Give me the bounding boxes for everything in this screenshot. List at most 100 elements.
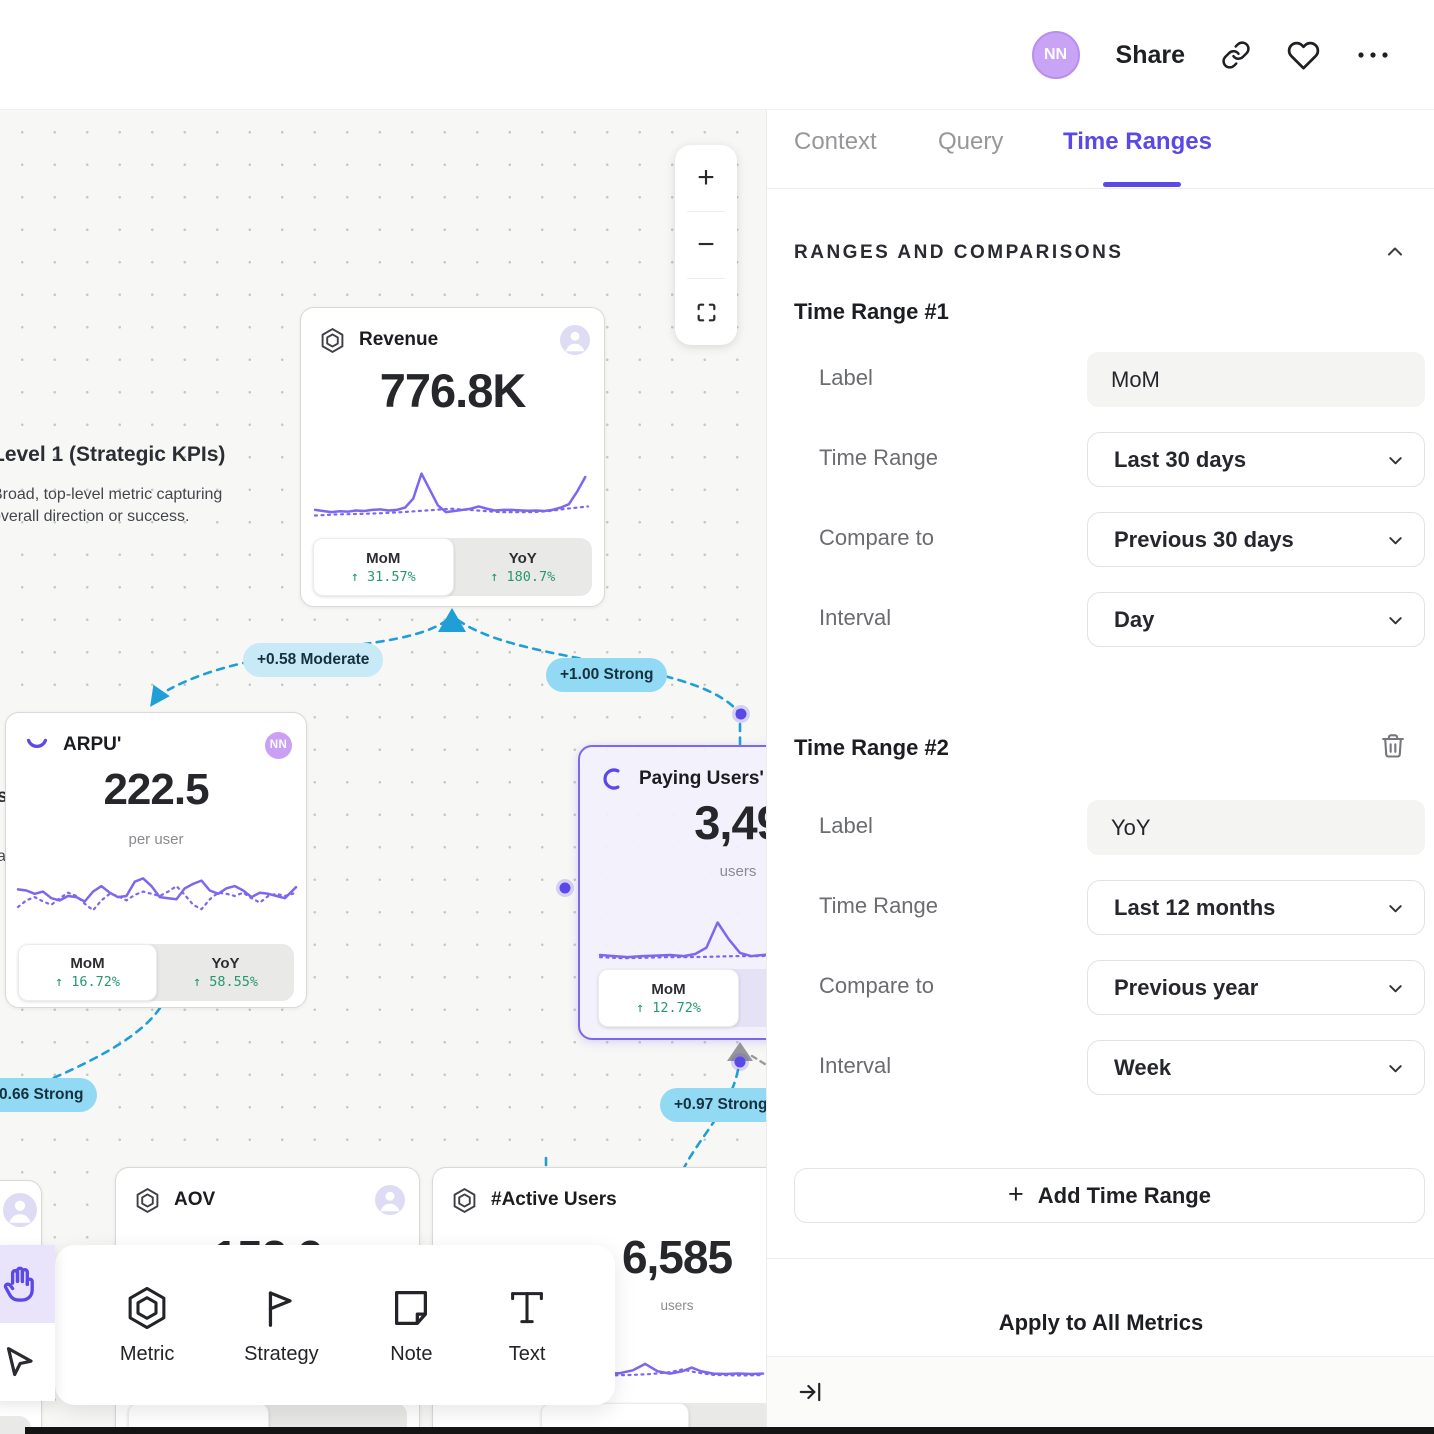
clipped-text-fragment: a <box>0 848 6 865</box>
field-row: Interval Day <box>767 592 1434 647</box>
connection-dot <box>734 1056 746 1068</box>
interval-select[interactable]: Week <box>1087 1040 1425 1095</box>
sparkline-chart <box>18 863 296 929</box>
toggle-mom[interactable]: MoM ↑ 12.72% <box>598 969 739 1027</box>
timerange-toggle: MoM ↑ 12.72% <box>598 969 766 1027</box>
compare-to-select[interactable]: Previous year <box>1087 960 1425 1015</box>
level-annotation: Level 1 (Strategic KPIs) Broad, top-leve… <box>0 443 237 528</box>
card-title: Paying Users' <box>639 768 764 789</box>
correlation-badge[interactable]: +0.97 Strong <box>660 1088 766 1122</box>
field-row: Time Range Last 12 months <box>767 880 1434 935</box>
sparkline-chart <box>600 912 766 975</box>
clipped-text-fragment: s <box>0 786 8 807</box>
zoom-in-button[interactable]: + <box>697 161 715 194</box>
share-button[interactable]: Share <box>1115 40 1185 69</box>
chevron-down-icon <box>1385 898 1406 925</box>
field-label: Compare to <box>819 973 934 998</box>
sparkline-chart <box>315 460 588 528</box>
pan-hand-tool[interactable] <box>0 1245 55 1323</box>
field-label: Interval <box>819 605 892 630</box>
bottom-edge-bar <box>25 1427 1434 1434</box>
add-time-range-button[interactable]: + Add Time Range <box>794 1168 1425 1223</box>
canvas[interactable]: Level 1 (Strategic KPIs) Broad, top-leve… <box>0 110 766 1434</box>
toggle-yoy[interactable]: YoY ↑ 180.7% <box>490 549 556 585</box>
tab-context[interactable]: Context <box>794 128 877 155</box>
field-row: Compare to Previous year <box>767 960 1434 1015</box>
cursor-icon <box>6 1347 33 1377</box>
element-toolbar: Metric Strategy Note Text <box>55 1245 615 1405</box>
flag-icon <box>269 1290 292 1327</box>
select-cursor-tool[interactable] <box>0 1323 55 1401</box>
toggle-yoy[interactable] <box>739 969 766 1027</box>
fit-view-button[interactable] <box>675 279 737 345</box>
time-range-select[interactable]: Last 30 days <box>1087 432 1425 487</box>
metric-hexagon-icon <box>321 327 344 353</box>
copy-link-icon[interactable] <box>1221 40 1251 70</box>
label-input[interactable]: MoM <box>1087 352 1425 407</box>
field-label: Compare to <box>819 525 934 550</box>
favorite-heart-icon[interactable] <box>1287 39 1320 72</box>
zoom-out-button[interactable]: − <box>697 228 715 261</box>
owner-avatar-icon <box>375 1185 405 1215</box>
chevron-up-icon <box>1388 247 1402 256</box>
metric-value: 6,585 <box>621 1231 733 1283</box>
add-strategy-tool[interactable]: Strategy <box>244 1285 319 1366</box>
annotation-title: Level 1 (Strategic KPIs) <box>0 443 226 466</box>
edge-arrowhead-arpu <box>150 684 170 707</box>
app-header: NN Share <box>0 0 1434 110</box>
tab-query[interactable]: Query <box>938 128 1004 155</box>
correlation-badge[interactable]: +1.00 Strong <box>546 658 668 692</box>
time-range-select[interactable]: Last 12 months <box>1087 880 1425 935</box>
trash-icon <box>1382 734 1404 758</box>
edge-arrowhead-gray <box>727 1042 753 1061</box>
time-range-2-title: Time Range #2 <box>794 735 949 760</box>
metric-value: 776.8K <box>379 364 527 417</box>
toggle-yoy[interactable]: YoY ↑ 58.55% <box>192 955 259 990</box>
delete-time-range-button[interactable] <box>1379 732 1407 765</box>
timerange-toggle: MoM ↑ 31.57% YoY ↑ 180.7% <box>313 538 592 596</box>
metric-arc-icon <box>26 738 48 748</box>
field-row: Label YoY <box>767 800 1434 855</box>
card-title: AOV <box>174 1189 216 1210</box>
connection-dot <box>735 708 747 720</box>
metric-card-arpu[interactable]: ARPU' NN 222.5 per user MoM ↑ 16.72% YoY… <box>5 712 307 1008</box>
chevron-down-icon <box>1385 1058 1406 1085</box>
field-row: Label MoM <box>767 352 1434 407</box>
owner-avatar-icon <box>3 1193 37 1227</box>
toggle-mom[interactable]: MoM ↑ 31.57% <box>313 538 454 596</box>
tab-time-ranges[interactable]: Time Ranges <box>1063 128 1212 155</box>
correlation-badge[interactable]: +0.66 Strong <box>0 1078 98 1112</box>
correlation-badge[interactable]: +0.58 Moderate <box>243 643 384 677</box>
more-menu-icon[interactable] <box>1356 49 1390 61</box>
add-metric-tool[interactable]: Metric <box>120 1285 174 1366</box>
card-title: Revenue <box>359 329 439 350</box>
add-note-tool[interactable]: Note <box>388 1285 434 1366</box>
label-input[interactable]: YoY <box>1087 800 1425 855</box>
collaborator-badge: NN <box>265 731 292 759</box>
toggle-mom[interactable]: MoM ↑ 16.72% <box>18 944 157 1001</box>
chevron-down-icon <box>1385 450 1406 477</box>
collapse-panel-button[interactable] <box>797 1379 823 1410</box>
metric-unit: users <box>719 863 757 880</box>
chevron-down-icon <box>1385 610 1406 637</box>
field-label: Label <box>819 813 873 838</box>
compare-to-select[interactable]: Previous 30 days <box>1087 512 1425 567</box>
arrow-to-bar-icon <box>799 1382 821 1402</box>
collapse-section-button[interactable] <box>1383 240 1407 269</box>
metric-unit: per user <box>128 831 184 848</box>
chevron-down-icon <box>1385 978 1406 1005</box>
divider <box>767 1258 1434 1259</box>
zoom-controls: + − <box>675 145 737 345</box>
card-title: ARPU' <box>63 734 122 755</box>
timerange-toggle <box>0 1416 31 1434</box>
interval-select[interactable]: Day <box>1087 592 1425 647</box>
note-icon <box>395 1290 428 1325</box>
add-text-tool[interactable]: Text <box>504 1285 550 1366</box>
metric-card-paying-users[interactable]: Paying Users' 3,49 users MoM ↑ 12.72% <box>578 745 766 1040</box>
fullscreen-icon <box>697 303 715 321</box>
timerange-toggle: MoM ↑ 16.72% YoY ↑ 58.55% <box>18 944 294 1001</box>
metric-card-revenue[interactable]: Revenue 776.8K MoM ↑ 31.57% YoY ↑ 180.7% <box>300 307 605 607</box>
user-avatar[interactable]: NN <box>1031 31 1080 79</box>
apply-to-all-metrics-button[interactable]: Apply to All Metrics <box>998 1310 1204 1335</box>
